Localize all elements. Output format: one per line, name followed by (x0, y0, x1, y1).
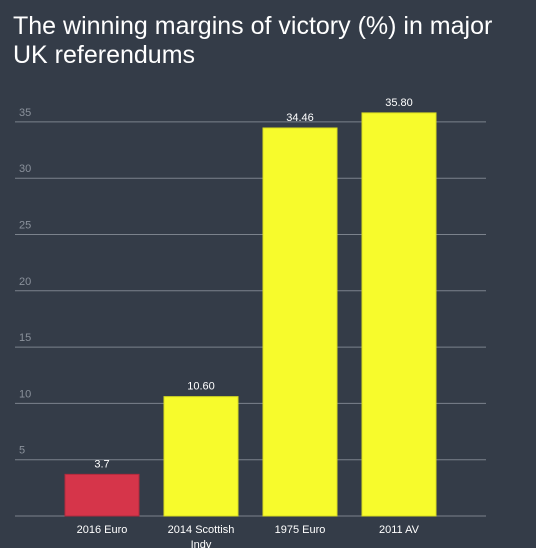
y-tick-label: 15 (19, 332, 31, 344)
y-tick-label: 30 (19, 163, 31, 175)
y-tick-label: 10 (19, 388, 31, 400)
x-tick-label: 1975 Euro (275, 524, 326, 536)
bar (361, 112, 437, 517)
x-tick-label: 2011 AV (379, 524, 420, 536)
bar (163, 396, 239, 517)
x-tick-label: Indy (191, 539, 212, 550)
data-label: 34.46 (286, 112, 314, 124)
bar (262, 127, 338, 517)
data-label: 10.60 (187, 381, 215, 393)
x-tick-label: 2016 Euro (77, 524, 128, 536)
y-tick-label: 5 (19, 445, 25, 457)
data-label: 35.80 (385, 97, 413, 109)
y-tick-label: 35 (19, 107, 31, 119)
y-tick-label: 20 (19, 276, 31, 288)
x-tick-label: 2014 Scottish (168, 524, 235, 536)
data-label: 3.7 (94, 458, 109, 470)
bar (64, 473, 140, 517)
y-tick-label: 25 (19, 220, 31, 232)
chart-title: The winning margins of victory (%) in ma… (13, 12, 493, 69)
